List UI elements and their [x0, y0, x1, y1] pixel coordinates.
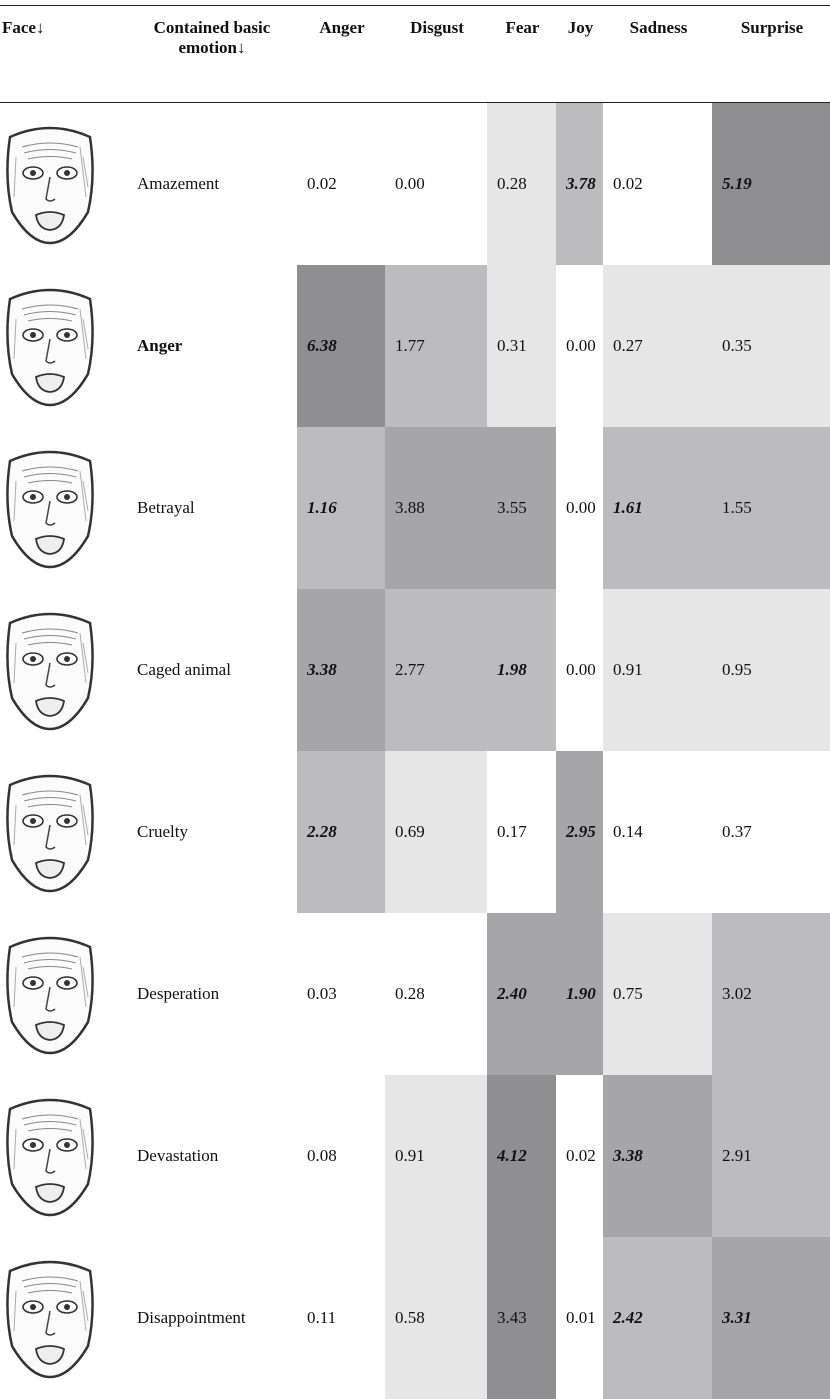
value-cell: 1.90	[556, 913, 603, 1075]
header-cell: Joy	[556, 6, 603, 103]
face-cell	[0, 751, 125, 913]
value-cell: 1.77	[385, 265, 487, 427]
value-cell: 2.91	[712, 1075, 830, 1237]
value-cell: 4.12	[487, 1075, 556, 1237]
value-cell: 0.02	[297, 103, 385, 266]
face-cell	[0, 1237, 125, 1399]
header-cell: Disgust	[385, 6, 487, 103]
header-row: Face↓ Contained basic emotion↓ Anger Dis…	[0, 6, 830, 103]
value-cell: 0.17	[487, 751, 556, 913]
value-cell: 3.55	[487, 427, 556, 589]
face-cell	[0, 103, 125, 266]
page: {"header": ["Face↓", "Contained basic em…	[0, 5, 830, 1393]
row: Devastation 0.08 0.91 4.12 0.02 3.38 2.9…	[0, 1075, 830, 1237]
header-cell: Anger	[297, 6, 385, 103]
face-image	[0, 1089, 100, 1219]
value-cell: 0.31	[487, 265, 556, 427]
value-cell: 5.19	[712, 103, 830, 266]
face-cell	[0, 1075, 125, 1237]
face-cell	[0, 265, 125, 427]
value-cell: 3.88	[385, 427, 487, 589]
value-cell: 0.14	[603, 751, 712, 913]
value-cell: 0.95	[712, 589, 830, 751]
emotion-cell: Caged animal	[125, 589, 297, 751]
value-cell: 0.37	[712, 751, 830, 913]
header-cell: Fear	[487, 6, 556, 103]
row: Cruelty 2.28 0.69 0.17 2.95 0.14 0.37	[0, 751, 830, 913]
face-cell	[0, 913, 125, 1075]
face-cell	[0, 589, 125, 751]
value-cell: 3.02	[712, 913, 830, 1075]
row: Desperation 0.03 0.28 2.40 1.90 0.75 3.0…	[0, 913, 830, 1075]
value-cell: 2.95	[556, 751, 603, 913]
value-cell: 0.28	[487, 103, 556, 266]
value-cell: 2.77	[385, 589, 487, 751]
face-image	[0, 927, 100, 1057]
value-cell: 0.69	[385, 751, 487, 913]
header-cell: Sadness	[603, 6, 712, 103]
emotion-cell: Devastation	[125, 1075, 297, 1237]
face-cell	[0, 427, 125, 589]
value-cell: 3.31	[712, 1237, 830, 1399]
face-image	[0, 117, 100, 247]
value-cell: 1.55	[712, 427, 830, 589]
value-cell: 0.75	[603, 913, 712, 1075]
value-cell: 0.11	[297, 1237, 385, 1399]
header-cell: Surprise	[712, 6, 830, 103]
value-cell: 0.91	[603, 589, 712, 751]
value-cell: 2.40	[487, 913, 556, 1075]
emotion-cell: Amazement	[125, 103, 297, 266]
value-cell: 3.43	[487, 1237, 556, 1399]
emotion-cell: Anger	[125, 265, 297, 427]
row: Disappointment 0.11 0.58 3.43 0.01 2.42 …	[0, 1237, 830, 1399]
value-cell: 0.01	[556, 1237, 603, 1399]
value-cell: 1.16	[297, 427, 385, 589]
header-cell: Face↓	[0, 6, 125, 103]
header-cell: Contained basic emotion↓	[125, 6, 297, 103]
value-cell: 3.38	[297, 589, 385, 751]
face-image	[0, 603, 100, 733]
value-cell: 6.38	[297, 265, 385, 427]
face-image	[0, 441, 100, 571]
value-cell: 0.00	[556, 589, 603, 751]
row: Caged animal 3.38 2.77 1.98 0.00 0.91 0.…	[0, 589, 830, 751]
value-cell: 0.00	[556, 427, 603, 589]
face-image	[0, 1251, 100, 1381]
value-cell: 0.28	[385, 913, 487, 1075]
value-cell: 0.00	[556, 265, 603, 427]
value-cell: 0.91	[385, 1075, 487, 1237]
value-cell: 0.58	[385, 1237, 487, 1399]
emotion-cell: Betrayal	[125, 427, 297, 589]
row: Anger 6.38 1.77 0.31 0.00 0.27 0.35	[0, 265, 830, 427]
row: Betrayal 1.16 3.88 3.55 0.00 1.61 1.55	[0, 427, 830, 589]
value-cell: 0.03	[297, 913, 385, 1075]
value-cell: 3.38	[603, 1075, 712, 1237]
value-cell: 3.78	[556, 103, 603, 266]
emotion-cell: Cruelty	[125, 751, 297, 913]
value-cell: 2.42	[603, 1237, 712, 1399]
value-cell: 0.27	[603, 265, 712, 427]
emotion-table: Face↓ Contained basic emotion↓ Anger Dis…	[0, 5, 830, 1399]
face-image	[0, 765, 100, 895]
value-cell: 1.98	[487, 589, 556, 751]
row: Amazement 0.02 0.00 0.28 3.78 0.02 5.19	[0, 103, 830, 266]
emotion-cell: Desperation	[125, 913, 297, 1075]
value-cell: 0.35	[712, 265, 830, 427]
value-cell: 0.02	[603, 103, 712, 266]
value-cell: 0.02	[556, 1075, 603, 1237]
value-cell: 1.61	[603, 427, 712, 589]
value-cell: 0.00	[385, 103, 487, 266]
emotion-cell: Disappointment	[125, 1237, 297, 1399]
value-cell: 0.08	[297, 1075, 385, 1237]
value-cell: 2.28	[297, 751, 385, 913]
face-image	[0, 279, 100, 409]
